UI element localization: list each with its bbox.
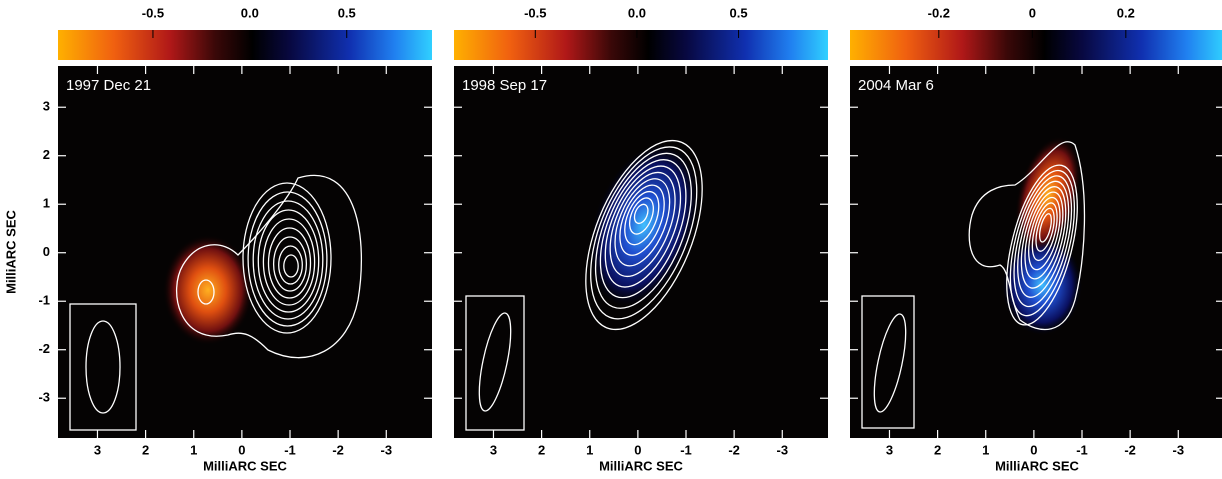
colorbar-tick-label: -0.2 [928, 5, 950, 20]
epoch-label: 1997 Dec 21 [66, 77, 151, 94]
x-tick-label: -3 [776, 442, 788, 457]
contour [1013, 175, 1073, 308]
x-tick-label: 2 [142, 442, 149, 457]
colorbar-tick-label: 0.2 [1117, 5, 1135, 20]
contour [1028, 196, 1061, 271]
colorbar [850, 30, 1222, 60]
x-tick-label: -1 [284, 442, 296, 457]
x-tick-label: 3 [490, 442, 497, 457]
y-tick-label: 2 [43, 147, 50, 162]
x-tick-label: 0 [238, 442, 245, 457]
x-tick-label: 3 [94, 442, 101, 457]
epoch-label: 1998 Sep 17 [462, 77, 547, 94]
x-axis-label: MilliARC SEC [995, 458, 1079, 473]
contour [197, 279, 215, 305]
contour [262, 218, 316, 306]
colorbar-tick-label: 0.0 [628, 5, 646, 20]
contour [594, 152, 692, 309]
colorbar-tick-label: -0.5 [142, 5, 164, 20]
x-tick-label: 2 [934, 442, 941, 457]
x-tick-label: -2 [728, 442, 740, 457]
contour [272, 236, 308, 292]
x-tick-label: 3 [886, 442, 893, 457]
beam-box [465, 295, 525, 431]
colorbar [454, 30, 828, 60]
contour [252, 200, 324, 320]
x-axis-label: MilliARC SEC [599, 458, 683, 473]
colorbar-tick-label: 0.0 [241, 5, 259, 20]
contour [1020, 186, 1067, 289]
contour [1017, 180, 1070, 298]
x-tick-label: 1 [190, 442, 197, 457]
beam-box [69, 303, 137, 431]
contour [1006, 164, 1078, 326]
contour [614, 178, 671, 267]
contour [242, 182, 332, 334]
beam [85, 320, 121, 414]
y-axis-label: MilliARC SEC [3, 210, 18, 294]
contour [176, 175, 363, 359]
contour [619, 184, 665, 256]
x-tick-label: -3 [1172, 442, 1184, 457]
x-tick-label: 2 [538, 442, 545, 457]
epoch-label: 2004 Mar 6 [858, 77, 934, 94]
colorbar [58, 30, 432, 60]
contour [257, 209, 320, 313]
contour [1035, 207, 1055, 252]
panel: -0.2 0 0.2 2004 Mar 6 3 2 1 0 -1 -2 -3 MilliARC SEC [850, 5, 1222, 473]
map [58, 66, 432, 438]
y-tick-label: -3 [38, 390, 50, 405]
beam [873, 313, 907, 413]
y-tick-label: 1 [43, 196, 50, 211]
x-tick-label: -1 [680, 442, 692, 457]
contour [1009, 169, 1075, 317]
x-tick-label: 0 [1030, 442, 1037, 457]
x-tick-label: -3 [380, 442, 392, 457]
contour [278, 245, 303, 285]
contour [599, 159, 687, 299]
x-tick-label: 1 [586, 442, 593, 457]
contour [604, 165, 682, 288]
contour [624, 190, 660, 246]
contour [633, 203, 649, 225]
contour [609, 171, 676, 278]
contour [629, 197, 654, 235]
contour [1039, 213, 1052, 243]
beam-box [861, 295, 915, 429]
contours [465, 139, 703, 431]
x-tick-label: -2 [1124, 442, 1136, 457]
x-tick-label: 0 [634, 442, 641, 457]
colorbar-tick-label: -0.5 [524, 5, 546, 20]
contour [1031, 202, 1058, 262]
x-tick-label: 1 [982, 442, 989, 457]
contour [585, 139, 703, 331]
colorbar-tick-label: 0.5 [338, 5, 356, 20]
contour [1024, 191, 1064, 280]
y-tick-label: -2 [38, 341, 50, 356]
x-tick-label: -1 [1076, 442, 1088, 457]
x-tick-label: -2 [332, 442, 344, 457]
panel: -0.5 0.0 0.5 1997 Dec 21 3 2 1 0 -1 -2 -3 3 2 1 0 -1 -2 -… [3, 5, 432, 473]
contour [590, 146, 698, 320]
contour [267, 227, 312, 299]
contour [968, 141, 1086, 331]
colorbar-tick-label: 0.5 [730, 5, 748, 20]
colorbar-tick-label: 0 [1029, 5, 1036, 20]
contours [861, 136, 1086, 429]
y-tick-label: 0 [43, 244, 50, 259]
panel: -0.5 0.0 0.5 1998 Sep 17 3 2 1 0 -1 -2 -3 MilliARC … [454, 5, 828, 473]
contour [283, 254, 299, 278]
emission [163, 235, 253, 345]
y-tick-label: 3 [43, 99, 50, 114]
contours [69, 175, 363, 431]
beam [478, 312, 512, 412]
y-tick-label: -1 [38, 293, 50, 308]
x-axis-label: MilliARC SEC [203, 458, 287, 473]
contour [247, 191, 328, 327]
